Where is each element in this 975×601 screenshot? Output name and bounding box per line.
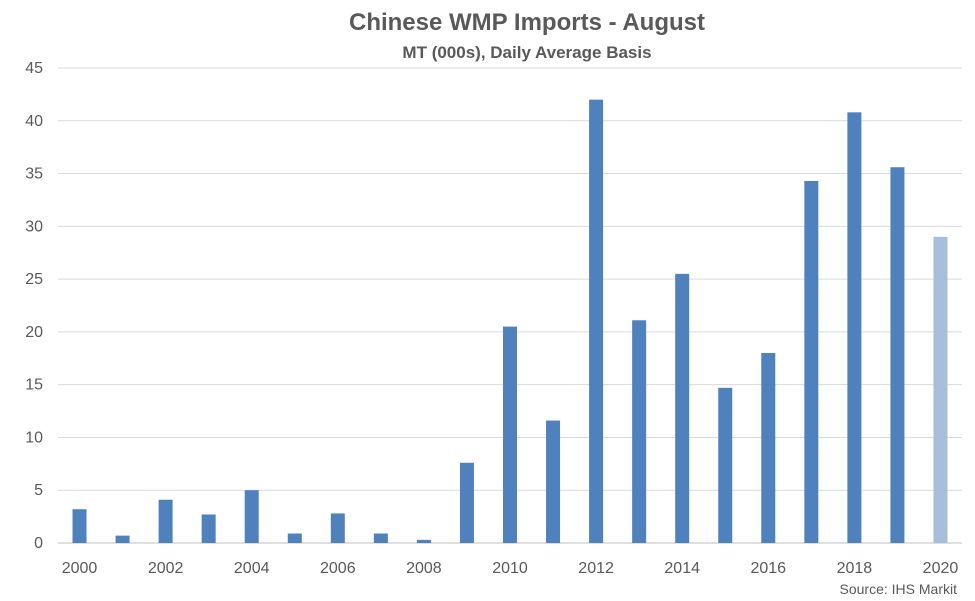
bar-2011 — [546, 420, 561, 543]
bar-2017 — [804, 180, 819, 543]
bar-2004 — [244, 490, 259, 543]
y-tick-label: 0 — [34, 535, 43, 552]
x-tick-label: 2004 — [234, 560, 270, 577]
bar-2013 — [632, 320, 647, 543]
y-tick-label: 35 — [25, 166, 43, 183]
y-tick-label: 15 — [25, 377, 43, 394]
y-tick-label: 45 — [25, 60, 43, 77]
bar-2010 — [503, 326, 517, 543]
x-tick-label: 2010 — [492, 560, 528, 577]
bar-2016 — [761, 353, 776, 543]
bar-2018 — [847, 112, 862, 543]
x-tick-label: 2006 — [320, 560, 356, 577]
bar-2008 — [416, 539, 431, 543]
bar-2015 — [718, 387, 733, 543]
bar-2002 — [158, 499, 173, 543]
x-tick-label: 2016 — [750, 560, 786, 577]
y-tick-label: 5 — [34, 482, 43, 499]
bar-2020 — [933, 236, 948, 543]
bar-2001 — [115, 535, 130, 543]
y-tick-label: 30 — [25, 218, 43, 235]
y-axis-ticks: 0 5 10 15 20 25 30 35 40 45 — [25, 60, 43, 552]
chart-title: Chinese WMP Imports - August — [349, 9, 705, 36]
bar-2000 — [72, 509, 87, 543]
bar-2014 — [675, 273, 690, 543]
x-tick-label: 2008 — [406, 560, 442, 577]
bar-2012 — [589, 99, 604, 544]
bar-2005 — [287, 533, 302, 543]
bar-2019 — [890, 167, 905, 543]
bar-2007 — [373, 533, 388, 543]
bar-2006 — [330, 513, 345, 543]
y-tick-label: 40 — [25, 113, 43, 130]
y-tick-label: 20 — [25, 324, 43, 341]
y-tick-label: 25 — [25, 271, 43, 288]
chart-subtitle: MT (000s), Daily Average Basis — [402, 43, 651, 62]
y-tick-label: 10 — [25, 429, 43, 446]
x-tick-label: 2014 — [664, 560, 700, 577]
bars — [72, 99, 948, 544]
x-tick-label: 2000 — [62, 560, 98, 577]
x-tick-label: 2020 — [923, 560, 959, 577]
x-tick-label: 2018 — [837, 560, 873, 577]
x-axis-ticks: 2000 2002 2004 2006 2008 2010 2012 2014 2016 2018… — [62, 560, 959, 577]
bar-2009 — [459, 462, 474, 543]
x-tick-label: 2012 — [578, 560, 614, 577]
source-note: Source: IHS Markit — [840, 581, 958, 597]
bar-2003 — [201, 514, 216, 543]
x-tick-label: 2002 — [148, 560, 184, 577]
